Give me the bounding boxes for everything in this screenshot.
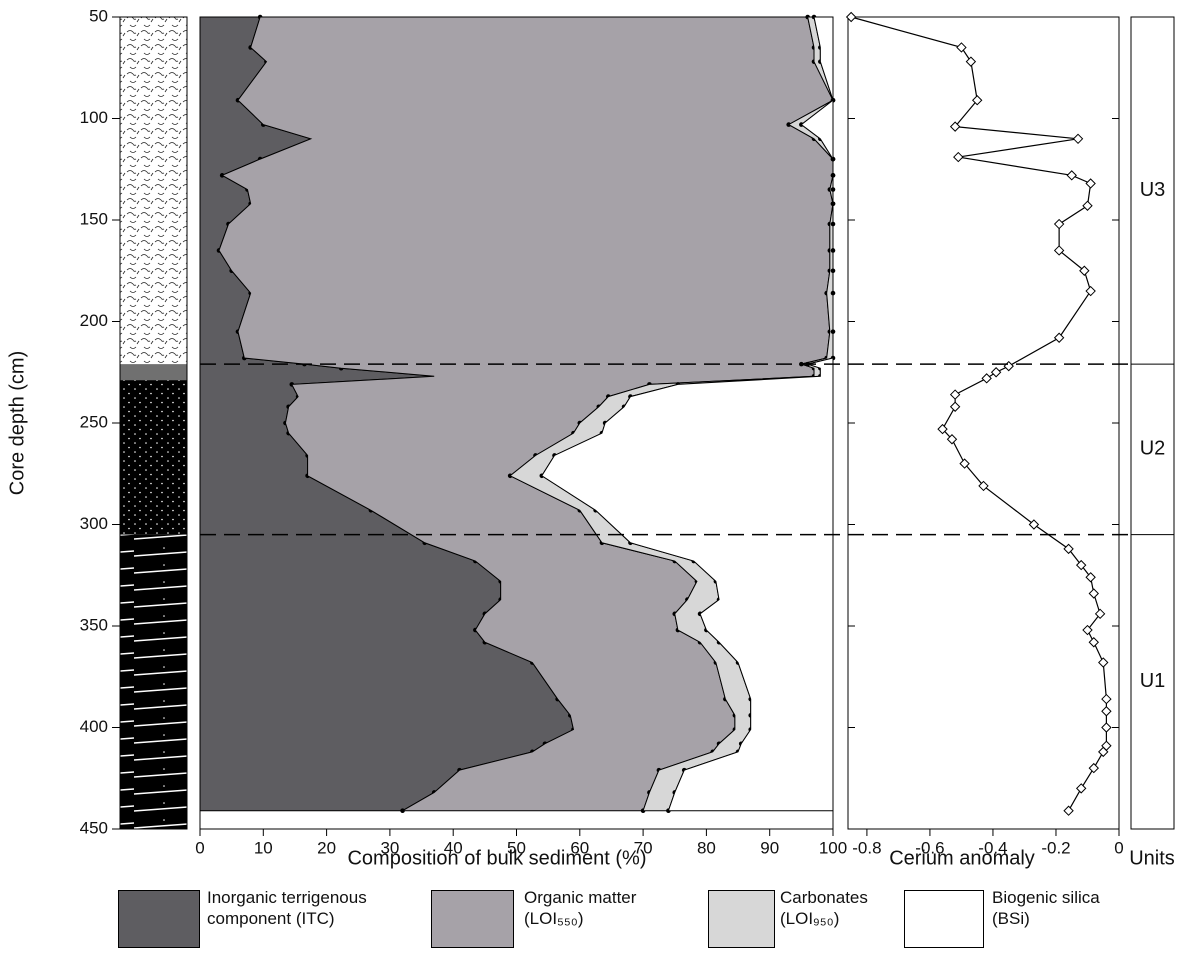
lithology-transition xyxy=(120,364,187,381)
x-tick-label: 80 xyxy=(697,838,716,857)
data-point xyxy=(1082,624,1093,636)
lithology-column: 50 100 150 200 250 300 350 400 450 xyxy=(80,6,188,837)
x-tick-label: 40 xyxy=(444,838,463,857)
x-axis-title: Cerium anomaly xyxy=(889,847,1035,869)
x-tick-label: 10 xyxy=(254,838,273,857)
legend-swatch xyxy=(118,890,200,948)
lithology-diatomite xyxy=(120,17,187,365)
data-point xyxy=(1085,285,1096,297)
legend-swatch xyxy=(431,890,514,948)
data-point xyxy=(937,423,948,435)
data-point xyxy=(845,11,857,23)
data-point xyxy=(1101,722,1112,733)
data-point xyxy=(1075,559,1087,571)
x-tick-label: -0.6 xyxy=(915,838,944,857)
data-point xyxy=(1063,805,1074,816)
x-tick-label: -0.8 xyxy=(852,838,881,857)
x-tick-label: 50 xyxy=(507,838,526,857)
data-point xyxy=(956,42,967,53)
legend-swatch xyxy=(708,890,775,948)
data-point xyxy=(1101,706,1112,717)
data-point xyxy=(1088,588,1099,599)
data-point xyxy=(949,401,961,412)
cerium-panel: -0.8 -0.6 -0.4 -0.2 0 xyxy=(845,11,1124,857)
legend-label: Biogenic silica (BSi) xyxy=(992,888,1100,928)
unit-label: U2 xyxy=(1140,438,1166,460)
x-tick-label: 90 xyxy=(760,838,779,857)
x-axis-title: Composition of bulk sediment (%) xyxy=(347,847,646,869)
data-point xyxy=(1053,218,1065,230)
lithology-silt xyxy=(120,380,187,535)
data-point xyxy=(1088,762,1099,774)
units-frame xyxy=(1130,16,1175,830)
data-point xyxy=(978,480,989,492)
data-point xyxy=(1003,360,1014,372)
y-tick-label: 350 xyxy=(80,615,108,634)
data-point xyxy=(971,95,983,106)
data-point xyxy=(990,367,1002,378)
legend-swatch xyxy=(904,890,984,948)
data-point xyxy=(1075,783,1087,794)
x-tick-label: 60 xyxy=(570,838,589,857)
data-point xyxy=(959,458,970,469)
y-tick-label: 200 xyxy=(80,311,108,330)
legend-label: Inorganic terrigenous component (ITC) xyxy=(207,888,367,928)
data-point xyxy=(1101,693,1112,705)
data-point xyxy=(981,373,992,384)
data-point xyxy=(953,151,964,163)
data-point xyxy=(1088,637,1099,648)
legend-label: Carbonates (LOI₉₅₀) xyxy=(780,888,868,928)
x-tick-label: -0.2 xyxy=(1041,838,1070,857)
x-tick-label: 70 xyxy=(634,838,653,857)
data-point xyxy=(1094,608,1106,620)
units-column: U3 U2 U1 xyxy=(200,16,1175,830)
line xyxy=(850,16,1107,812)
data-point xyxy=(1098,746,1109,758)
x-tick-label: -0.4 xyxy=(978,838,1007,857)
composition-panel: 0 10 20 30 40 50 60 70 80 90 100 xyxy=(195,14,1119,857)
unit-label: U1 xyxy=(1140,670,1166,692)
y-tick-label: 150 xyxy=(80,209,108,228)
y-tick-label: 50 xyxy=(89,6,108,25)
data-point xyxy=(1085,572,1096,583)
y-tick-label: 300 xyxy=(80,514,108,533)
x-tick-label: 0 xyxy=(195,838,204,857)
data-point xyxy=(965,56,977,67)
y-tick-label: 100 xyxy=(80,108,108,127)
data-point xyxy=(1053,245,1065,256)
data-point xyxy=(1053,332,1065,343)
y-tick-label: 400 xyxy=(80,717,108,736)
x-tick-label: 0 xyxy=(1114,838,1123,857)
data-point xyxy=(1072,133,1084,145)
data-point xyxy=(1082,200,1093,211)
data-point xyxy=(949,389,961,400)
legend-label: Organic matter (LOI₅₅₀) xyxy=(524,888,637,928)
data-point xyxy=(949,121,961,132)
units-title: Units xyxy=(1129,847,1175,869)
data-point xyxy=(1063,543,1074,555)
lithology-clay xyxy=(120,534,187,829)
data-point xyxy=(1079,265,1090,276)
data-point xyxy=(1028,519,1040,530)
x-tick-label: 30 xyxy=(380,838,399,857)
data-point xyxy=(1066,170,1077,181)
y-tick-label: 450 xyxy=(80,818,108,837)
data-point xyxy=(946,434,958,445)
unit-label: U3 xyxy=(1140,179,1166,201)
x-tick-label: 20 xyxy=(317,838,336,857)
data-point xyxy=(1098,657,1109,668)
data-point xyxy=(1085,178,1096,189)
y-tick-label: 250 xyxy=(80,412,108,431)
panel-frame xyxy=(847,16,1120,830)
x-tick-label: 100 xyxy=(819,838,847,857)
y-axis-title: Core depth (cm) xyxy=(6,351,28,496)
